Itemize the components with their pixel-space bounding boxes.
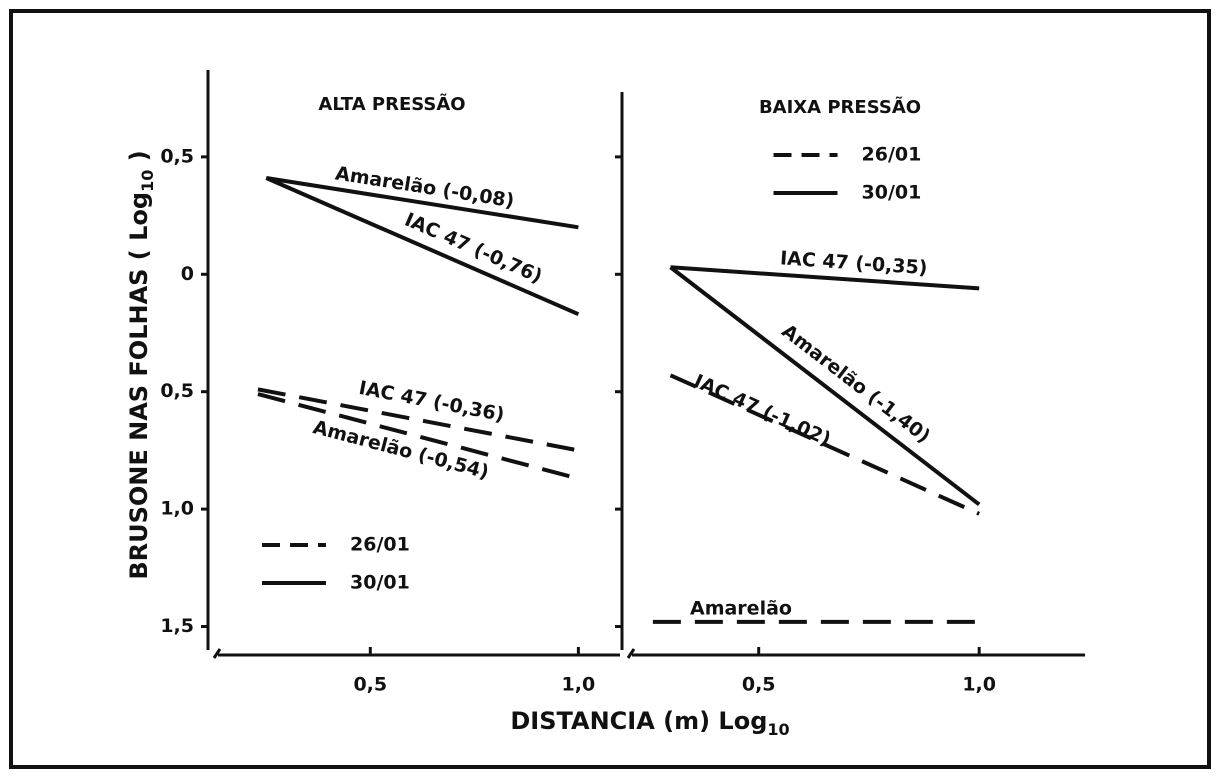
x-tick-label: 0,5 (742, 674, 776, 696)
y-axis-label: BRUSONE NAS FOLHAS ( Log10 ) (125, 150, 157, 579)
legend-label: 30/01 (350, 572, 410, 594)
legend-label: 26/01 (350, 534, 410, 556)
frame (9, 9, 1211, 769)
line-series (669, 265, 981, 506)
y-tick-label: 0,5 (160, 380, 194, 402)
x-tick-label: 1,0 (962, 674, 996, 696)
panel-title: ALTA PRESSÃO (318, 92, 465, 115)
y-axis-label-end: ) (125, 150, 153, 169)
y-axis-label-text: BRUSONE NAS FOLHAS ( Log (125, 192, 153, 580)
y-tick-label: 0,5 (160, 145, 194, 167)
y-tick-label: 1,0 (160, 498, 194, 520)
x-axis (212, 648, 620, 659)
line-series (257, 392, 579, 481)
line-series (670, 265, 980, 291)
y-axis-label-sub: 10 (138, 170, 157, 192)
x-axis-label-text: DISTANCIA (m) Log (510, 707, 767, 735)
x-axis (626, 648, 1085, 659)
legend-label: 26/01 (862, 144, 922, 166)
x-axis-label: DISTANCIA (m) Log10 (510, 707, 789, 739)
x-tick-label: 0,5 (353, 674, 387, 696)
series-label: IAC 47 (-1,02) (690, 370, 834, 450)
line-series (265, 176, 580, 317)
series-label: Amarelão (690, 597, 792, 619)
y-tick-label: 1,5 (160, 615, 194, 637)
x-axis-label-sub: 10 (767, 720, 789, 739)
y-tick-label: 0 (181, 263, 194, 285)
line-series (257, 387, 579, 453)
legend-label: 30/01 (862, 182, 922, 204)
panel-title: BAIXA PRESSÃO (759, 95, 921, 118)
line-series (669, 373, 980, 516)
series-label: IAC 47 (-0,36) (357, 377, 506, 426)
line-series (265, 176, 579, 230)
x-tick-label: 1,0 (562, 674, 596, 696)
